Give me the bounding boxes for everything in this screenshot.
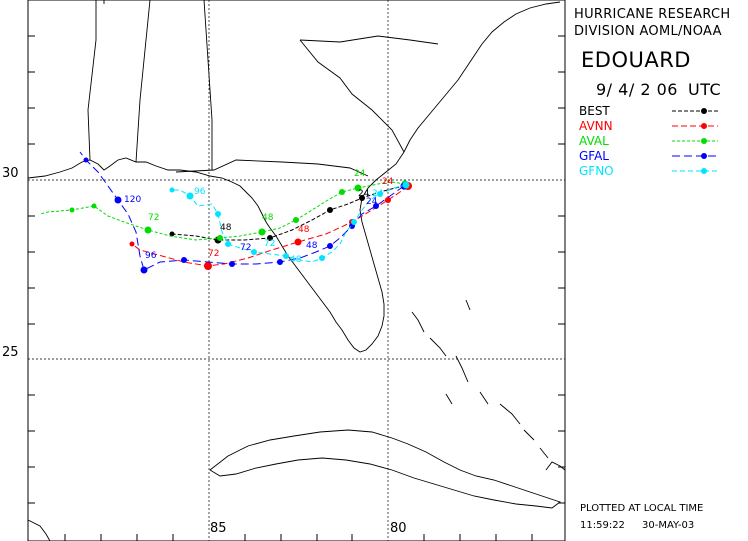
- avnn-label-72: 72: [208, 249, 219, 259]
- gfal-track-points: [83, 157, 408, 274]
- legend-label-best: BEST: [579, 104, 610, 118]
- plot-date: 30-MAY-03: [642, 520, 695, 531]
- aval-label-72: 72: [148, 213, 159, 223]
- date-time: 9/ 4/ 2 06: [596, 80, 678, 99]
- aval-label-48: 48: [262, 213, 274, 223]
- timezone: UTC: [688, 80, 722, 99]
- state-border-ms-al: [135, 0, 151, 163]
- gfno-label-24: 24: [372, 189, 384, 199]
- state-border-al-fl: [175, 159, 369, 177]
- state-border-ga-sc: [299, 39, 405, 153]
- track-hour-labels: 120 96 72 48 24 72 48 24 72 48 24 48 24 …: [124, 169, 394, 265]
- state-border-la-ms: [87, 0, 97, 161]
- lat-label-25: 25: [2, 345, 19, 360]
- lon-label-85: 85: [210, 521, 227, 536]
- gfno-label-96: 96: [194, 187, 206, 197]
- gfal-label-96: 96: [145, 251, 157, 261]
- gfno-track-points: [169, 181, 410, 261]
- yucatan-coastline: [27, 519, 51, 541]
- legend-label-avnn: AVNN: [579, 119, 613, 133]
- legend-dot-gfal: [701, 153, 707, 159]
- storm-name: EDOUARD: [581, 48, 691, 72]
- grid: [28, 0, 565, 541]
- ticks: [28, 35, 565, 541]
- legend-dot-avnn: [701, 123, 707, 129]
- legend-label-gfno: GFNO: [579, 164, 614, 178]
- coastlines: [27, 0, 566, 541]
- legend-label-aval: AVAL: [579, 134, 609, 148]
- aval-track: [39, 181, 406, 241]
- legend-dot-aval: [701, 138, 707, 144]
- bahamas-islands: [411, 299, 549, 459]
- best-label-24: 24: [358, 189, 370, 199]
- info-panel: HURRICANE RESEARCH DIVISION AOML/NOAA ED…: [566, 0, 748, 541]
- gfal-label-120: 120: [124, 195, 141, 205]
- plot-time: 11:59:22: [580, 520, 625, 531]
- gfal-label-24: 24: [366, 197, 378, 207]
- legend-dot-gfno: [701, 168, 707, 174]
- map-frame: [27, 0, 566, 541]
- state-border-nc-sc: [299, 35, 439, 45]
- best-track: [171, 185, 406, 241]
- org-line-1: HURRICANE RESEARCH: [574, 7, 731, 22]
- plotted-note: PLOTTED AT LOCAL TIME: [580, 503, 704, 514]
- avnn-label-24: 24: [382, 177, 394, 187]
- hispaniola-coastline: [545, 461, 566, 471]
- avnn-label-48: 48: [298, 225, 310, 235]
- gfal-label-72: 72: [240, 243, 251, 253]
- lat-label-30: 30: [2, 166, 19, 181]
- gfno-track: [172, 184, 407, 263]
- gulf-coast-florida-coastline: [27, 1, 561, 353]
- aval-label-24: 24: [354, 169, 366, 179]
- legend-label-gfal: GFAL: [579, 149, 609, 163]
- org-line-2: DIVISION AOML/NOAA: [574, 24, 722, 39]
- avnn-track: [131, 185, 409, 267]
- cuba-coastline: [209, 429, 561, 509]
- gfno-label-48: 48: [290, 255, 302, 265]
- legend-dot-best: [701, 108, 707, 114]
- best-label-48: 48: [220, 223, 232, 233]
- lon-label-80: 80: [390, 521, 407, 536]
- legend-samples: [672, 108, 718, 174]
- gfal-label-48: 48: [306, 241, 318, 251]
- state-border-al-ga: [203, 0, 213, 170]
- gfno-label-72: 72: [264, 239, 275, 249]
